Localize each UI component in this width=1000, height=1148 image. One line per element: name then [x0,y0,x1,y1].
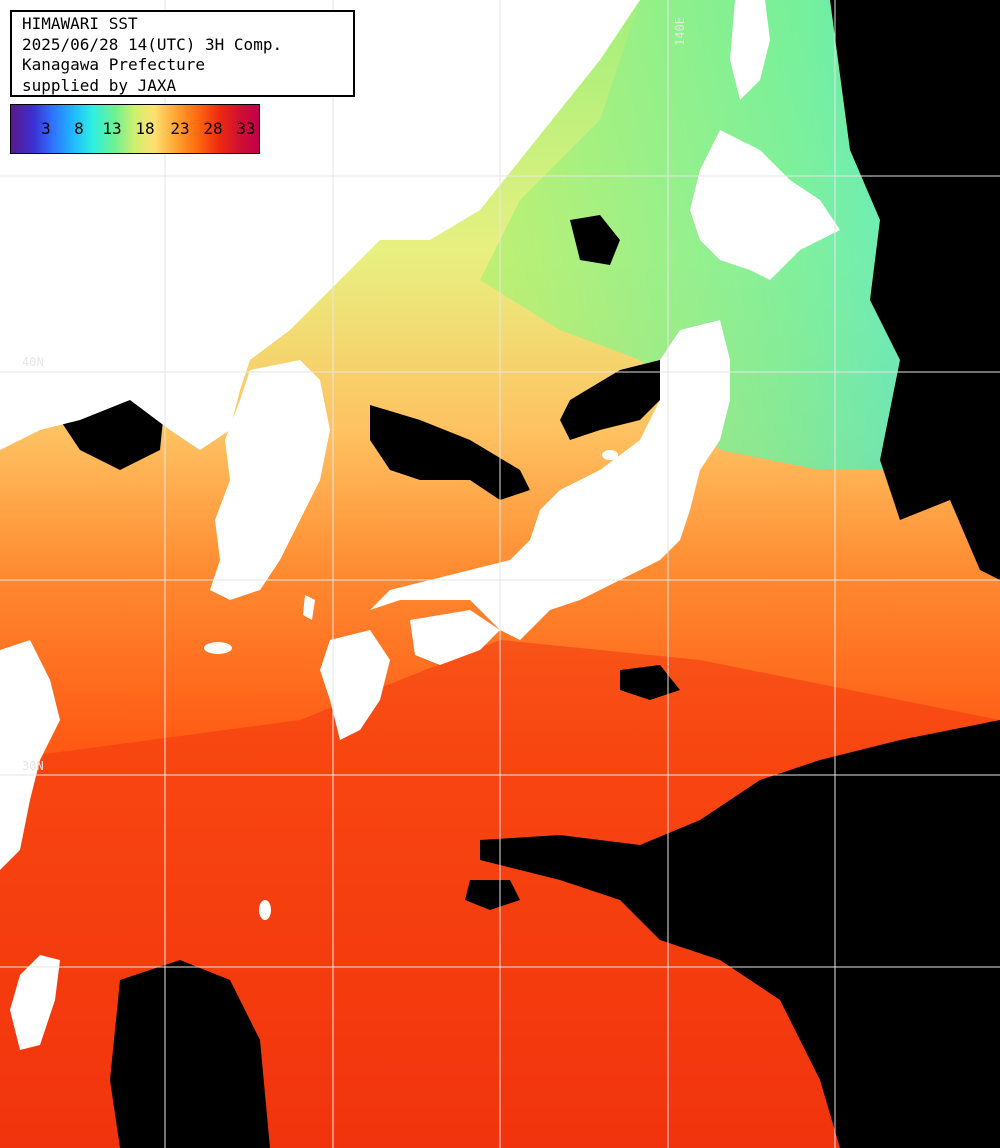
tsushima-island [303,595,315,620]
sst-color-legend: 3 8 13 18 23 28 33 [10,104,260,154]
okinawa-island [259,900,271,920]
kyushu-island [320,630,390,740]
lat-label-40n: 40N [22,355,44,369]
lon-label-140e: 140E [673,17,687,46]
legend-label-8: 8 [74,119,84,138]
legend-label-3: 3 [41,119,51,138]
jeju-island [204,642,232,654]
legend-label-13: 13 [102,119,122,138]
sakhalin-island [730,0,770,100]
taiwan-island [10,955,60,1050]
china-coast [0,640,60,870]
data-supplier: supplied by JAXA [22,75,177,95]
shikoku-island [410,610,500,665]
product-title: HIMAWARI SST [22,14,138,33]
honshu-island [370,320,730,640]
sado-island [602,450,618,460]
legend-label-23: 23 [170,119,190,138]
hokkaido-island [690,130,840,280]
legend-label-28: 28 [203,119,223,138]
legend-label-18: 18 [135,119,155,138]
legend-label-33: 33 [236,119,256,138]
observation-time: 2025/06/28 14(UTC) 3H Comp. [22,34,283,54]
map-info-box: HIMAWARI SST 2025/06/28 14(UTC) 3H Comp.… [10,10,355,97]
korean-peninsula [210,360,330,600]
lat-label-30n: 30N [22,759,44,773]
provider-prefecture: Kanagawa Prefecture [22,55,206,74]
